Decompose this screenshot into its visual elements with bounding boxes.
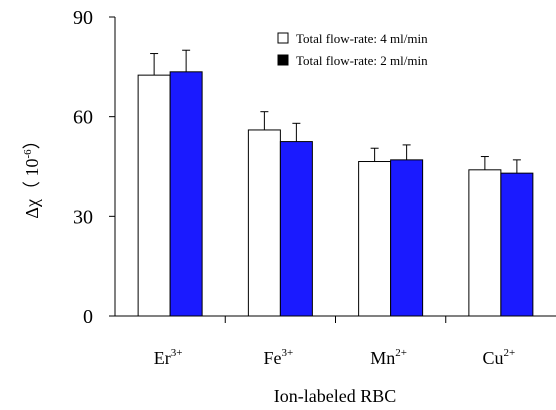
category-label-cu: Cu2+ [483,347,516,368]
legend-swatch-4ml [277,32,289,44]
legend: Total flow-rate: 4 ml/min Total flow-rat… [277,31,428,68]
bar-er-total-flow-rate-2-ml-min [169,71,203,317]
x-axis-ticks [224,316,447,323]
bar-mn-total-flow-rate-2-ml-min [390,159,424,317]
bar-cu-total-flow-rate-2-ml-min [500,172,534,317]
bar-fe-total-flow-rate-2-ml-min [279,141,313,317]
y-axis-title-exponent: -6 [22,149,34,159]
y-tick-label-30: 30 [73,206,93,228]
bar-er-total-flow-rate-4-ml-min [137,74,171,317]
y-axis-title-main: Δχ（ 10 [22,159,42,219]
category-label-er: Er3+ [154,347,183,368]
y-axis-title: Δχ（ 10-6） [22,131,42,218]
legend-swatch-2ml [277,54,289,66]
y-axis-title-close: ） [22,131,42,149]
category-label-mn: Mn2+ [370,347,407,368]
bar-series [137,71,534,317]
x-axis-title: Ion-labeled RBC [274,386,396,406]
y-tick-label-0: 0 [83,306,93,328]
y-axis-ticks: 0 30 60 90 [73,7,115,328]
y-tick-label-90: 90 [73,7,93,29]
category-label-fe: Fe3+ [264,347,294,368]
bar-cu-total-flow-rate-4-ml-min [468,169,502,317]
bar-fe-total-flow-rate-4-ml-min [247,129,281,317]
category-labels: Er3+ Fe3+ Mn2+ Cu2+ [154,347,515,368]
legend-label-4ml: Total flow-rate: 4 ml/min [296,31,428,46]
bar-mn-total-flow-rate-4-ml-min [358,161,392,317]
error-bars [150,49,521,174]
legend-label-2ml: Total flow-rate: 2 ml/min [296,53,428,68]
y-tick-label-60: 60 [73,107,93,129]
